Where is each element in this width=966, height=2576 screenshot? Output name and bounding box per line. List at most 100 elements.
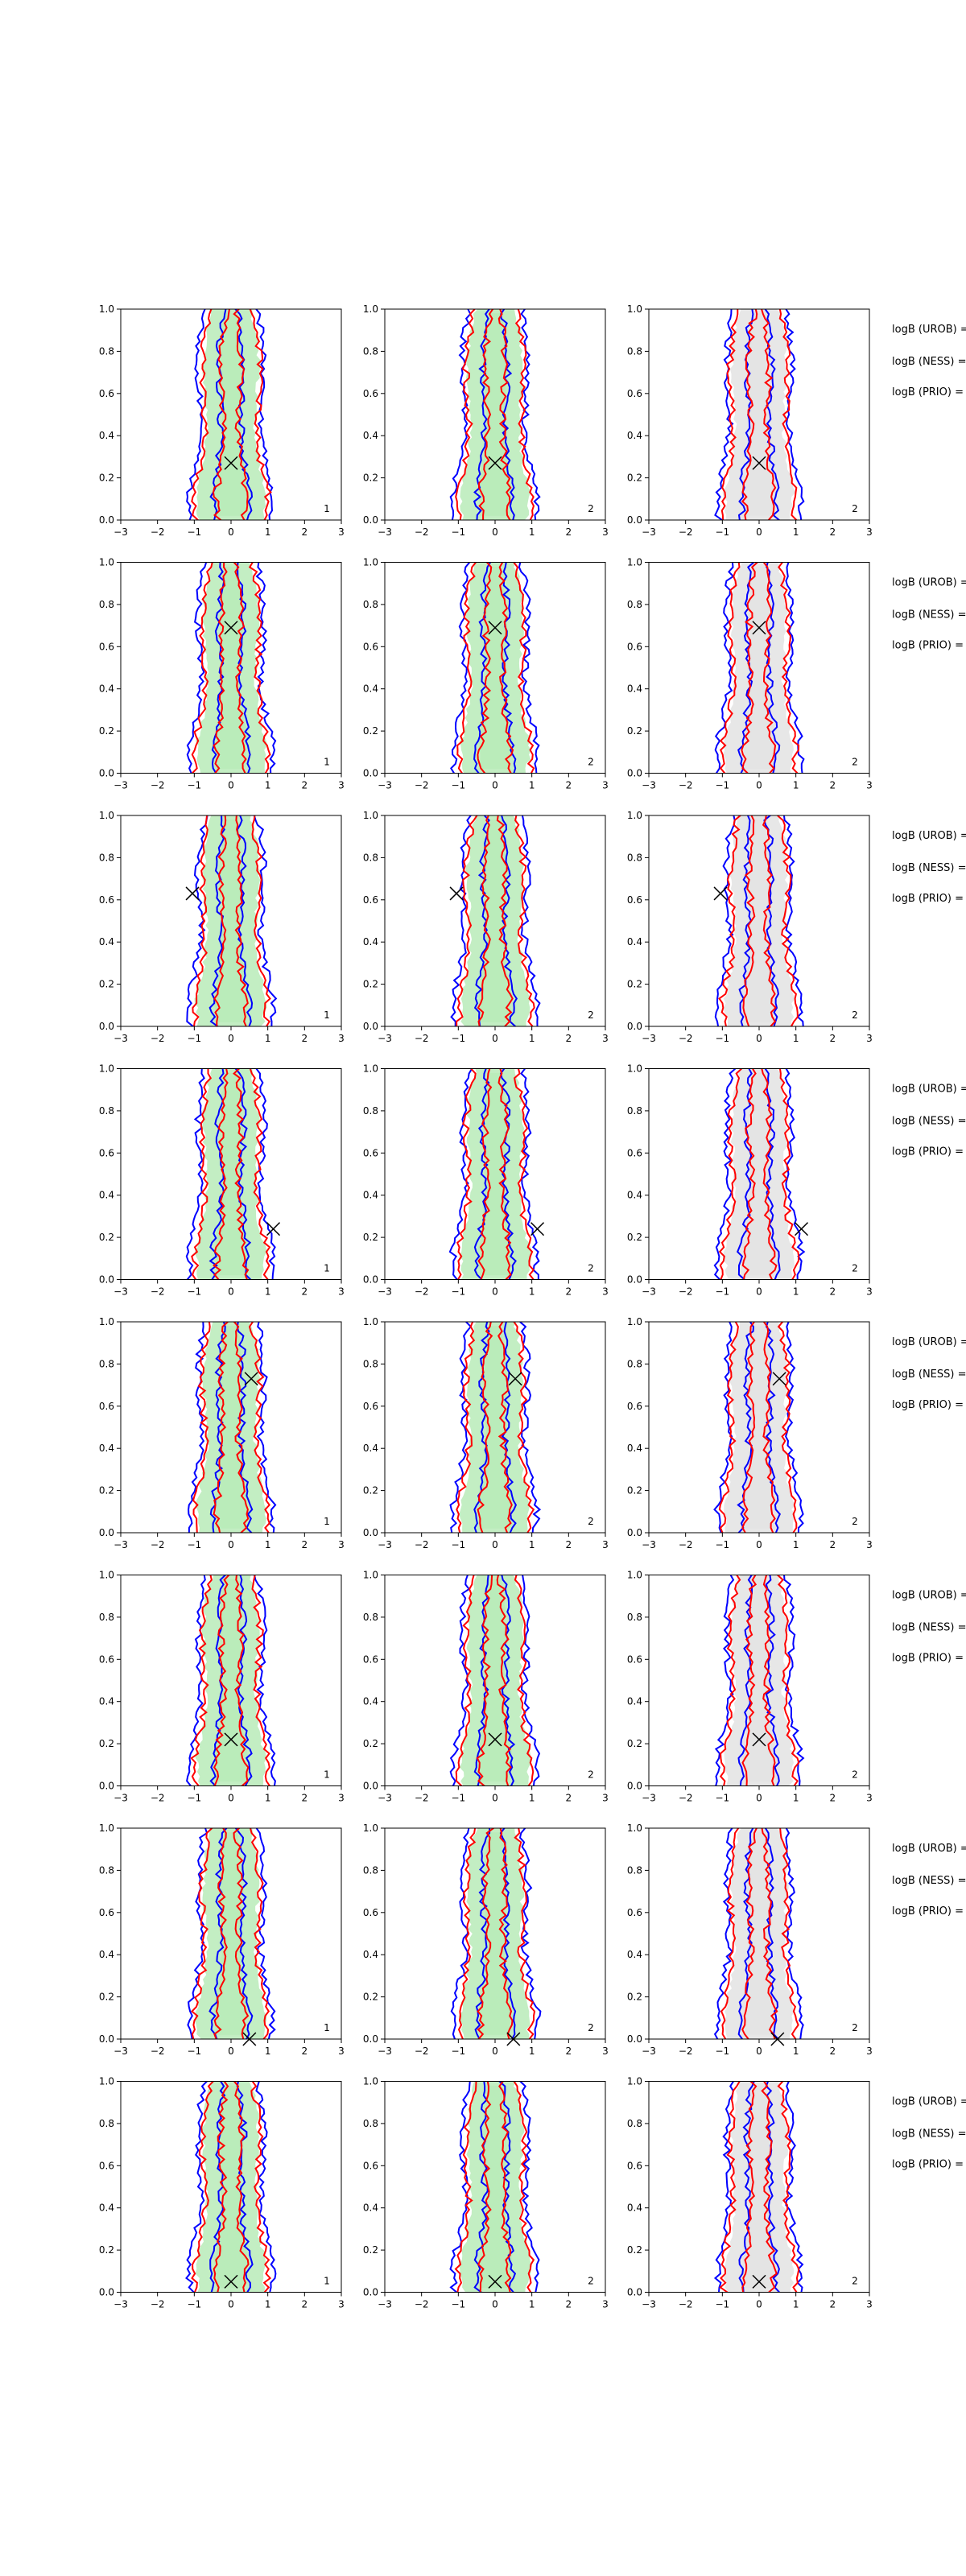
x-tick-label: 2 <box>830 1539 836 1550</box>
density-fill-core <box>213 1326 249 1529</box>
x-tick-label: 3 <box>866 1539 873 1550</box>
y-tick-label: 0.4 <box>627 1949 642 1960</box>
panel-label: 2 <box>588 757 594 768</box>
marker-x <box>488 1732 502 1747</box>
x-tick-label: 0 <box>756 2046 762 2057</box>
density-fill-core <box>477 313 513 516</box>
x-tick-label: −2 <box>415 526 429 538</box>
y-tick-label: 0.8 <box>99 2118 114 2129</box>
contour-innerA <box>477 309 512 520</box>
y-tick-label: 0.4 <box>363 1190 378 1201</box>
plot-area <box>186 309 274 520</box>
row-note: logB (UROB) = <box>892 830 966 842</box>
y-tick-label: 0.8 <box>363 1864 378 1876</box>
contour-innerA <box>741 309 777 520</box>
x-tick-label: 2 <box>566 1033 572 1044</box>
x-tick-label: −1 <box>187 2299 201 2310</box>
contour-outerB <box>450 1828 542 2039</box>
x-tick-label: −2 <box>415 1033 429 1044</box>
row-note: logB (NESS) = <box>892 356 966 368</box>
y-tick-label: 0.0 <box>363 514 378 526</box>
x-tick-label: 2 <box>566 526 572 538</box>
x-tick-label: 0 <box>228 2046 234 2057</box>
marker-x <box>752 456 766 470</box>
x-tick-label: 2 <box>830 526 836 538</box>
y-tick-label: 0.4 <box>363 2202 378 2214</box>
y-tick-label: 1.0 <box>627 1063 642 1075</box>
marker-x <box>488 621 502 635</box>
y-tick-label: 0.4 <box>99 1443 114 1454</box>
y-tick-label: 0.8 <box>99 599 114 610</box>
row-note: logB (PRIO) = <box>892 1905 964 1918</box>
y-tick-label: 0.2 <box>363 1232 378 1243</box>
contour-innerB <box>473 562 517 774</box>
x-tick-label: 0 <box>492 1033 498 1044</box>
x-tick-label: 2 <box>302 2299 308 2310</box>
plot-area <box>185 1068 276 1280</box>
y-tick-label: 0.8 <box>627 599 642 610</box>
x-tick-label: −3 <box>378 2046 392 2057</box>
x-tick-label: −1 <box>187 1539 201 1550</box>
contour-innerA <box>741 2081 778 2293</box>
contour-innerA <box>213 562 247 774</box>
x-tick-label: 2 <box>566 2046 572 2057</box>
plot-area <box>714 815 804 1026</box>
panel-r2-c1: −3 −2 −1 0 1 2 3 0.0 0.2 0.4 0.6 0.8 1.0 1 <box>99 557 345 791</box>
x-tick-label: −1 <box>715 526 729 538</box>
x-tick-label: 1 <box>793 1286 799 1298</box>
x-tick-label: −1 <box>187 1793 201 1804</box>
y-tick-label: 0.8 <box>363 1105 378 1117</box>
x-tick-label: −3 <box>642 780 656 791</box>
contour-innerB <box>473 1575 516 1786</box>
contour-outerA <box>191 2081 272 2293</box>
contour-innerA <box>477 1068 512 1280</box>
x-tick-label: −2 <box>679 2299 693 2310</box>
y-tick-label: 0.6 <box>99 641 114 652</box>
y-tick-label: 1.0 <box>363 810 378 821</box>
x-tick-label: −1 <box>451 1033 465 1044</box>
y-tick-label: 1.0 <box>99 1823 114 1834</box>
row-note: logB (PRIO) = <box>892 1399 964 1411</box>
panel-r6-c3: −3 −2 −1 0 1 2 3 0.0 0.2 0.4 0.6 0.8 1.0 2 <box>627 1570 873 1804</box>
x-tick-label: 2 <box>830 780 836 791</box>
contour-innerB <box>208 815 254 1026</box>
x-tick-label: −1 <box>451 780 465 791</box>
x-tick-label: 0 <box>228 1793 234 1804</box>
panel-label: 2 <box>588 2022 594 2033</box>
x-tick-label: −3 <box>642 2046 656 2057</box>
y-tick-label: 0.0 <box>99 1021 114 1032</box>
y-tick-label: 0.6 <box>363 1653 378 1665</box>
y-tick-label: 1.0 <box>363 303 378 315</box>
contour-innerB <box>211 562 252 774</box>
x-tick-label: 2 <box>830 2046 836 2057</box>
y-tick-label: 0.0 <box>99 768 114 779</box>
contour-outerA <box>192 1322 270 1533</box>
x-tick-label: 1 <box>793 2299 799 2310</box>
contour-outerA <box>719 2081 800 2293</box>
contour-innerA <box>213 1828 250 2039</box>
marker-x <box>266 1222 281 1236</box>
x-tick-label: 1 <box>793 1033 799 1044</box>
contour-outerA <box>456 562 535 774</box>
x-tick-label: 1 <box>793 2046 799 2057</box>
y-tick-label: 0.0 <box>363 1021 378 1032</box>
y-tick-label: 0.2 <box>363 1738 378 1749</box>
y-tick-label: 0.8 <box>627 1864 642 1876</box>
x-tick-label: −2 <box>679 2046 693 2057</box>
y-tick-label: 0.4 <box>99 936 114 947</box>
y-tick-label: 0.6 <box>627 1653 642 1665</box>
contour-outerB <box>713 1828 804 2039</box>
y-tick-label: 0.2 <box>627 473 642 484</box>
x-tick-label: 2 <box>566 2299 572 2310</box>
contour-innerB <box>473 2081 517 2293</box>
y-tick-label: 0.2 <box>363 1992 378 2003</box>
y-tick-label: 0.4 <box>99 430 114 441</box>
x-tick-label: −3 <box>378 2299 392 2310</box>
y-tick-label: 0.8 <box>99 345 114 357</box>
y-tick-label: 0.4 <box>363 1949 378 1960</box>
y-tick-label: 0.0 <box>99 2033 114 2045</box>
y-tick-label: 1.0 <box>627 1823 642 1834</box>
plot-area <box>449 1575 541 1786</box>
row-note: logB (PRIO) = <box>892 640 964 652</box>
x-tick-label: 0 <box>228 780 234 791</box>
